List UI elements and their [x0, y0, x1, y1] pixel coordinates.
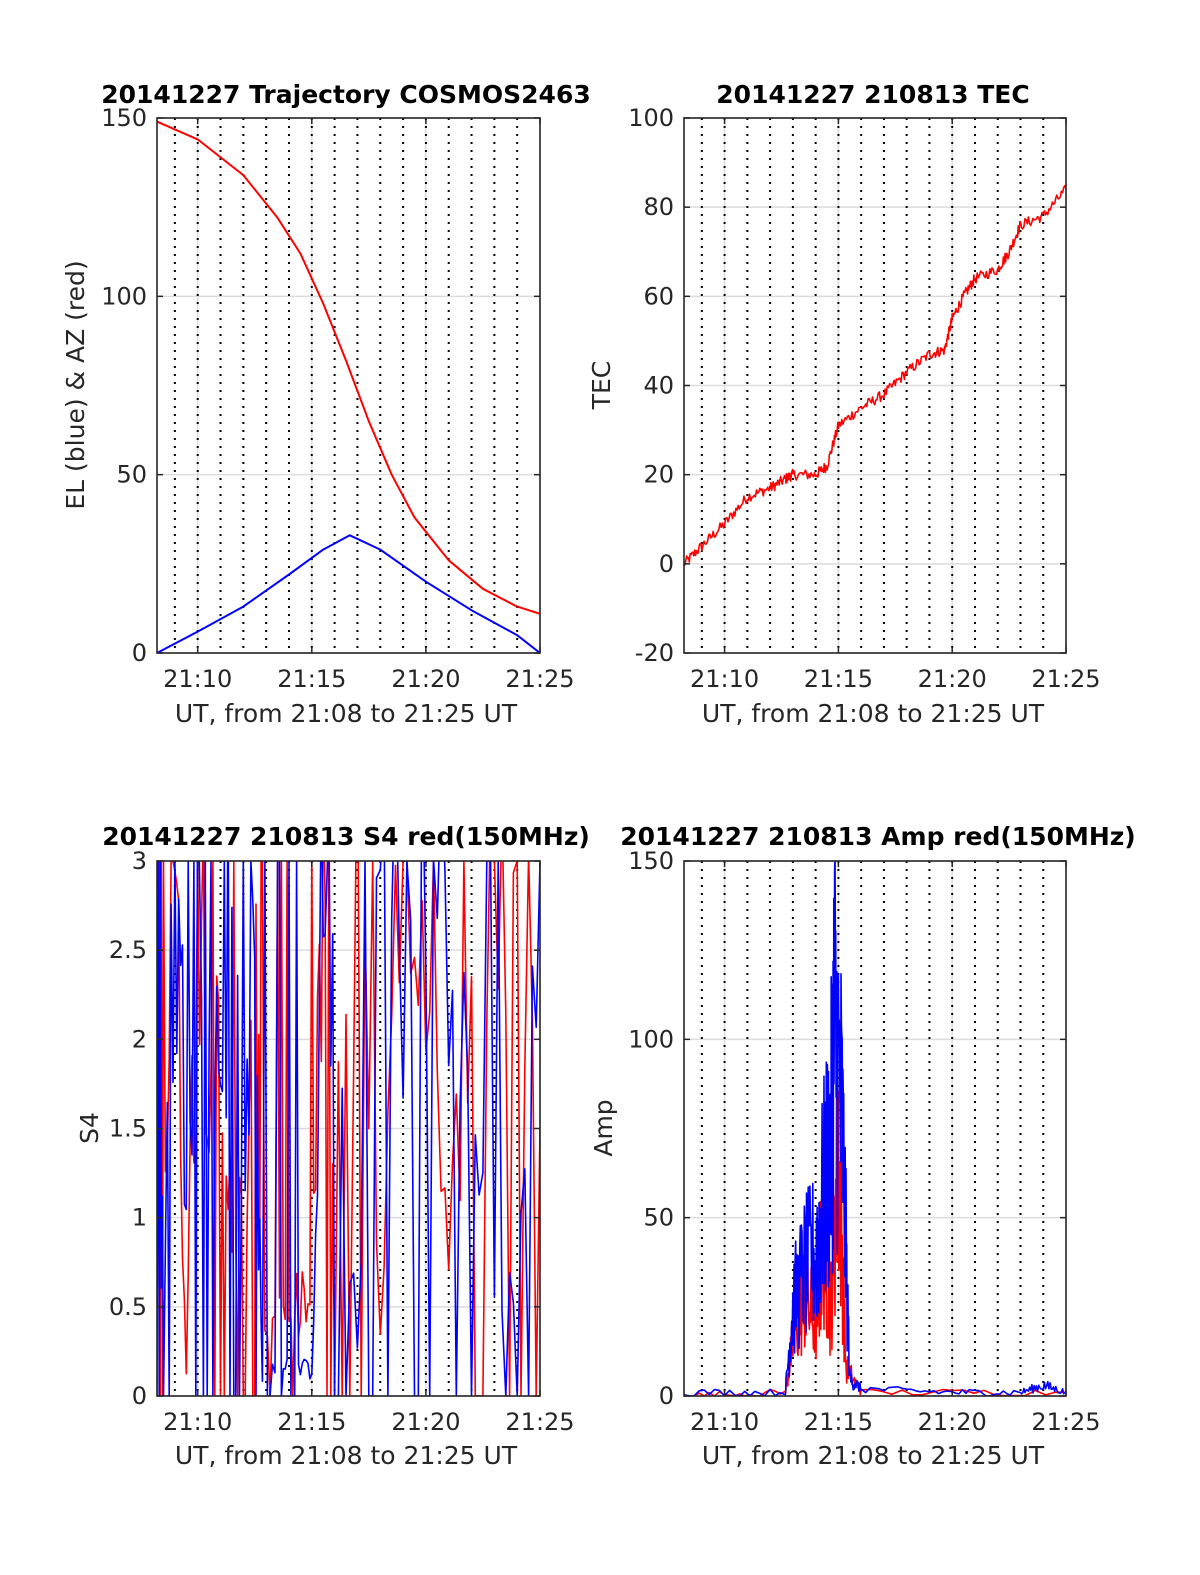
traj-axes-box [156, 117, 541, 654]
s4-y-label: S4 [75, 1112, 104, 1144]
traj-series-EL [157, 534, 540, 653]
s4-y-tick-label: 3 [132, 847, 147, 875]
s4-y-tick-label: 2.5 [109, 936, 147, 964]
amp-x-tick-label: 21:15 [804, 1408, 873, 1436]
tec-y-label: TEC [587, 361, 616, 411]
traj-x-tick-label: 21:25 [505, 665, 574, 693]
amp-x-tick-label: 21:10 [690, 1408, 759, 1436]
traj-series-AZ [157, 120, 540, 615]
traj-x-tick-label: 21:10 [163, 665, 232, 693]
traj-y-tick-label: 0 [132, 639, 147, 667]
traj-y-tick-label: 100 [101, 282, 147, 310]
amp-x-tick-label: 21:20 [918, 1408, 987, 1436]
s4-y-tick-label: 1 [132, 1204, 147, 1232]
amp-panel: UT, from 21:08 to 21:25 UT Amp 21:10 21:1… [589, 822, 1136, 1470]
tec-y-tick-label: 100 [628, 104, 674, 132]
tec-x-tick-label: 21:20 [918, 665, 987, 693]
s4-x-label: UT, from 21:08 to 21:25 UT [175, 1441, 518, 1470]
traj-x-tick-label: 21:20 [391, 665, 460, 693]
trajectory-title: 20141227 Trajectory COSMOS2463 [101, 80, 591, 109]
s4-series-blue [157, 861, 540, 1396]
tec-x-tick-label: 21:15 [804, 665, 873, 693]
amp-y-tick-label: 0 [659, 1382, 674, 1410]
tec-x-tick-label: 21:25 [1031, 665, 1100, 693]
s4-x-tick-label: 21:25 [505, 1408, 574, 1436]
s4-title: 20141227 210813 S4 red(150MHz) [102, 822, 590, 851]
amp-y-tick-label: 50 [643, 1204, 674, 1232]
amp-plot-area [684, 861, 1066, 1396]
s4-panel: UT, from 21:08 to 21:25 UT S4 21:10 21:15… [75, 822, 590, 1470]
trajectory-panel: UT, from 21:08 to 21:25 UT EL (blue) & A… [61, 80, 591, 728]
traj-y-tick-label: 50 [116, 461, 147, 489]
tec-x-tick-label: 21:10 [690, 665, 759, 693]
tec-title: 20141227 210813 TEC [716, 80, 1029, 109]
amp-axes-box [683, 860, 1067, 1397]
amp-y-tick-label: 150 [628, 847, 674, 875]
amp-title: 20141227 210813 Amp red(150MHz) [620, 822, 1136, 851]
tec-y-tick-label: 20 [643, 461, 674, 489]
amp-y-label: Amp [589, 1099, 618, 1156]
trajectory-y-label: EL (blue) & AZ (red) [61, 260, 90, 509]
s4-y-tick-label: 2 [132, 1025, 147, 1053]
s4-x-tick-label: 21:10 [163, 1408, 232, 1436]
s4-y-tick-label: 0.5 [109, 1293, 147, 1321]
s4-y-tick-label: 1.5 [109, 1115, 147, 1143]
traj-y-tick-label: 150 [101, 104, 147, 132]
tec-x-label: UT, from 21:08 to 21:25 UT [702, 699, 1045, 728]
s4-x-tick-label: 21:20 [391, 1408, 460, 1436]
tec-y-tick-label: 40 [643, 372, 674, 400]
tec-y-tick-label: 0 [659, 550, 674, 578]
s4-y-tick-label: 0 [132, 1382, 147, 1410]
tec-y-tick-label: 80 [643, 193, 674, 221]
tec-series-TEC [684, 184, 1066, 566]
traj-plot-area [157, 118, 540, 653]
tec-panel: UT, from 21:08 to 21:25 UT TEC 21:10 21:1… [587, 80, 1101, 728]
tec-y-tick-label: 60 [643, 282, 674, 310]
trajectory-x-label: UT, from 21:08 to 21:25 UT [175, 699, 518, 728]
amp-y-tick-label: 100 [628, 1025, 674, 1053]
traj-x-tick-label: 21:15 [277, 665, 346, 693]
amp-series-blue [684, 861, 1066, 1396]
amp-x-tick-label: 21:25 [1031, 1408, 1100, 1436]
amp-x-label: UT, from 21:08 to 21:25 UT [702, 1441, 1045, 1470]
tec-y-tick-label: -20 [635, 639, 674, 667]
s4-x-tick-label: 21:15 [277, 1408, 346, 1436]
